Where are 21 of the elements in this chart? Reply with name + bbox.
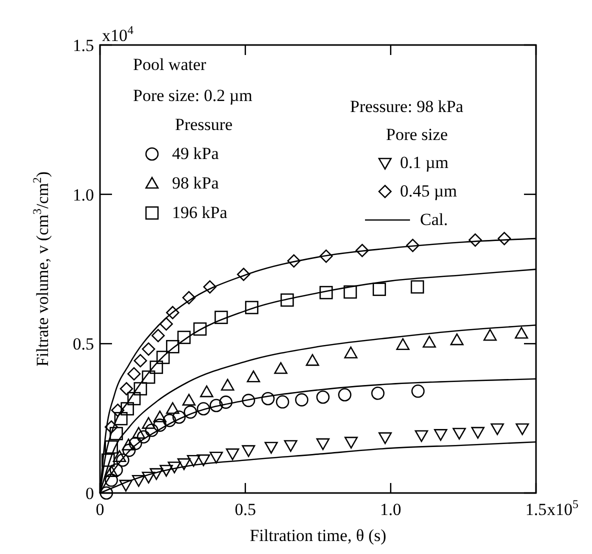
- y-tick-label: 0.5: [72, 334, 94, 354]
- annotation: Pore size: [386, 125, 448, 144]
- x-axis-title: Filtration time, θ (s): [250, 526, 386, 545]
- annotation: Pressure: 98 kPa: [350, 97, 464, 116]
- legend-label: 0.1 µm: [400, 153, 449, 172]
- y-tick-label: 0: [86, 484, 94, 503]
- legend-label: 196 kPa: [172, 203, 228, 222]
- x-tick-label: 0.5: [234, 500, 256, 519]
- text: x10$^{5}$: [547, 497, 578, 519]
- x-tick-label: 1.5: [525, 500, 547, 519]
- annotation: Pressure: [175, 115, 233, 134]
- legend-label: 49 kPa: [172, 144, 220, 163]
- legend-label: 0.45 µm: [400, 182, 458, 200]
- text: x10$^{4}$: [102, 23, 134, 45]
- x-tick-label: 1.0: [380, 500, 402, 519]
- y-tick-label: 1.5: [72, 36, 94, 55]
- annotation: Pool water: [133, 55, 207, 74]
- legend-label: Cal.: [420, 210, 448, 229]
- annotation: Pore size: 0.2 µm: [133, 86, 252, 105]
- y-tick-label: 1.0: [72, 185, 94, 204]
- legend-label: 98 kPa: [172, 174, 220, 192]
